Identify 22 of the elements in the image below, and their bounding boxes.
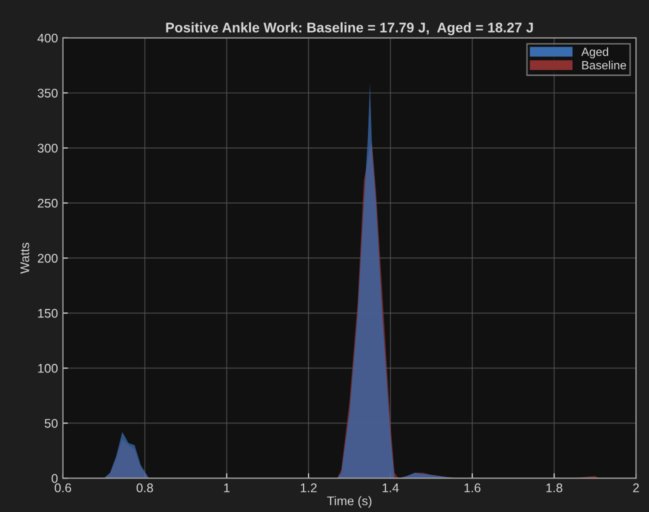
y-tick-label: 400	[38, 34, 58, 43]
x-tick-label: 0.6	[54, 483, 72, 492]
y-tick-label: 200	[38, 254, 58, 263]
y-tick-label: 250	[38, 198, 58, 208]
legend-label: Aged	[581, 47, 608, 58]
y-tick-label: 50	[44, 418, 58, 428]
x-tick-label: 1	[224, 484, 230, 492]
chart-title: Positive Ankle Work: Baseline = 17.79 J, Aged = 18.27 J	[166, 22, 533, 36]
y-tick-label: 150	[38, 308, 58, 318]
y-tick-label: 100	[38, 364, 58, 373]
y-tick-label: 0	[52, 474, 58, 483]
x-tick-label: 1.2	[300, 483, 317, 492]
x-tick-label: 1.4	[382, 484, 399, 492]
y-axis-title: Watts	[20, 242, 30, 274]
legend-label: Baseline	[582, 60, 626, 70]
x-tick-label: 2	[633, 483, 639, 492]
x-tick-label: 1.6	[464, 483, 480, 492]
x-tick-label: 1.8	[546, 483, 562, 492]
y-tick-label: 300	[38, 144, 58, 153]
x-tick-label: 0.8	[136, 483, 153, 492]
y-tick-label: 350	[38, 88, 58, 98]
x-axis-title: Time (s)	[327, 496, 372, 508]
